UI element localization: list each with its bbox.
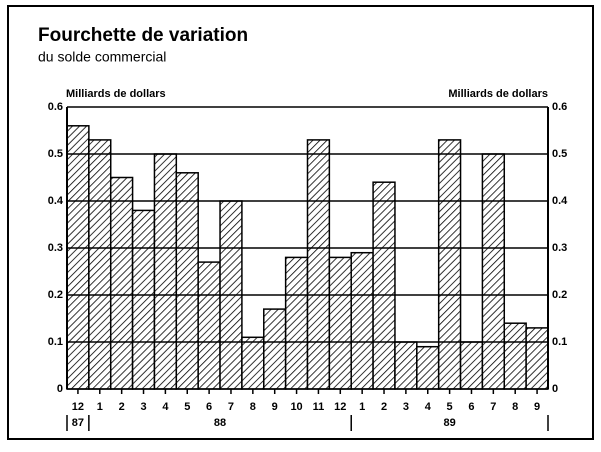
bar — [481, 153, 506, 390]
bar — [437, 139, 462, 390]
y2-tick-label: 0.6 — [552, 101, 567, 113]
bar — [394, 341, 418, 390]
bar — [66, 125, 90, 390]
x-tick-label: 7 — [228, 401, 234, 413]
x-tick-label: 11 — [313, 401, 325, 413]
bar — [175, 172, 199, 390]
x-tick-label: 6 — [206, 401, 212, 413]
bar — [263, 308, 287, 390]
x-tick-label: 8 — [512, 401, 518, 413]
y2-tick-label: 0.3 — [552, 242, 567, 254]
bar — [416, 345, 440, 390]
bar — [88, 139, 112, 390]
x-tick-label: 4 — [425, 401, 432, 413]
year-label: 88 — [214, 417, 226, 429]
bar — [241, 336, 265, 390]
x-tick-label: 3 — [403, 401, 409, 413]
x-tick-label: 12 — [72, 401, 84, 413]
y2-tick-label: 0 — [552, 383, 558, 395]
bar — [306, 139, 331, 390]
y-tick-label: 0.6 — [48, 101, 63, 113]
y-tick-label: 0.5 — [48, 148, 63, 160]
y-tick-label: 0 — [57, 383, 63, 395]
x-tick-label: 8 — [250, 401, 256, 413]
year-label: 89 — [443, 417, 455, 429]
x-tick-label: 7 — [490, 401, 496, 413]
bar — [284, 256, 309, 390]
bar — [503, 322, 527, 390]
bar — [197, 261, 221, 390]
y2-tick-label: 0.4 — [552, 195, 568, 207]
y-tick-label: 0.2 — [48, 289, 63, 301]
x-tick-label: 12 — [334, 401, 346, 413]
bar — [372, 181, 396, 390]
x-tick-label: 3 — [140, 401, 146, 413]
y2-tick-label: 0.1 — [552, 336, 567, 348]
bar — [350, 251, 374, 390]
x-tick-label: 5 — [184, 401, 190, 413]
bar — [525, 327, 549, 390]
x-tick-label: 1 — [97, 401, 103, 413]
y2-tick-label: 0.5 — [552, 148, 567, 160]
x-tick-label: 1 — [359, 401, 365, 413]
frame — [7, 5, 594, 440]
x-tick-label: 9 — [272, 401, 278, 413]
x-tick-label: 5 — [447, 401, 453, 413]
x-tick-label: 9 — [534, 401, 540, 413]
x-tick-label: 6 — [468, 401, 474, 413]
bar — [131, 209, 156, 390]
x-tick-label: 4 — [162, 401, 169, 413]
y-tick-label: 0.1 — [48, 336, 63, 348]
chart-title: Fourchette de variation — [38, 25, 248, 46]
x-tick-label: 2 — [381, 401, 387, 413]
y-tick-label: 0.4 — [48, 195, 64, 207]
bar — [328, 256, 352, 390]
y2-axis-label: Milliards de dollars — [448, 88, 548, 100]
y-axis-label: Milliards de dollars — [66, 88, 166, 100]
x-tick-label: 2 — [119, 401, 125, 413]
year-label: 87 — [72, 417, 84, 429]
bar — [459, 341, 484, 390]
y2-tick-label: 0.2 — [552, 289, 567, 301]
y-tick-label: 0.3 — [48, 242, 63, 254]
bar — [109, 176, 134, 390]
bar — [153, 153, 178, 390]
chart-subtitle: du solde commercial — [38, 49, 166, 65]
x-tick-label: 10 — [290, 401, 302, 413]
